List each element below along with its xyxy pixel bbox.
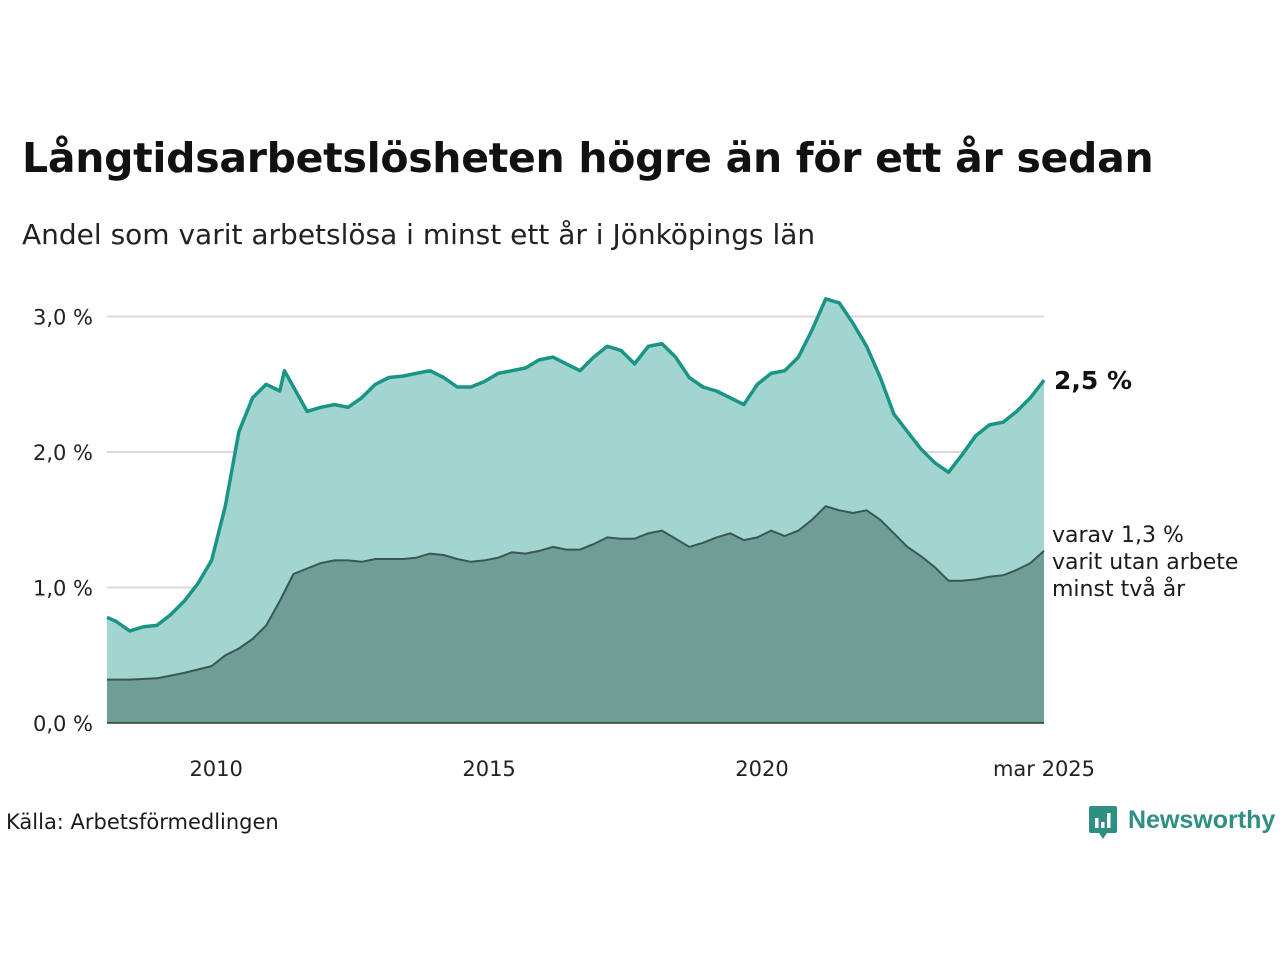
x-tick-label: 2015 [462, 757, 515, 781]
sub-end-label-line: varit utan arbete [1052, 550, 1238, 575]
total-end-label: 2,5 % [1054, 366, 1132, 395]
y-tick-label: 3,0 % [33, 306, 93, 330]
y-tick-label: 0,0 % [33, 712, 93, 736]
chart-lines [106, 297, 1046, 681]
bar-chart-speech-bubble-icon [1089, 806, 1117, 839]
source-label: Källa: Arbetsförmedlingen [6, 810, 279, 834]
x-tick-label: 2010 [189, 757, 242, 781]
chart-title: Långtidsarbetslösheten högre än för ett … [22, 134, 1154, 182]
x-tick-label: 2020 [735, 757, 788, 781]
axis-labels: 0,0 % 1,0 % 2,0 % 3,0 % 2010 2015 2020 mar 2025 [33, 306, 1095, 782]
sub-end-label-line: minst två år [1052, 576, 1186, 602]
series-line-total [106, 297, 1046, 633]
x-tick-label: mar 2025 [993, 757, 1095, 781]
logo-text: Newsworthy [1128, 806, 1276, 834]
chart-subtitle: Andel som varit arbetslösa i minst ett å… [22, 218, 816, 251]
chart-areas [107, 298, 1044, 723]
y-tick-label: 1,0 % [33, 577, 93, 601]
sub-end-label-line: varav 1,3 % [1052, 523, 1184, 548]
series-line-two_years [107, 505, 1045, 681]
y-tick-label: 2,0 % [33, 441, 93, 465]
